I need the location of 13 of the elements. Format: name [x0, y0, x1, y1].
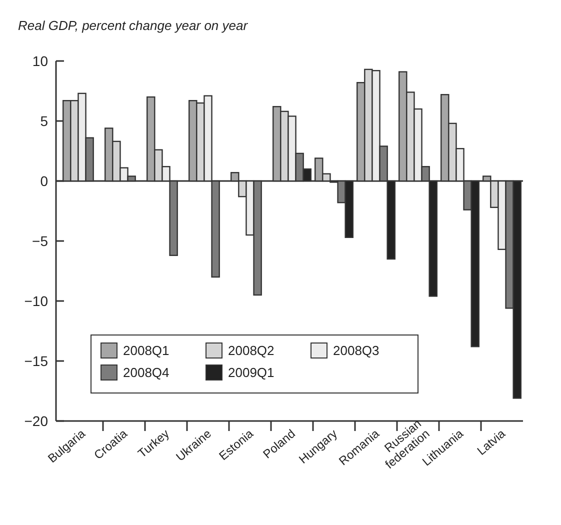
legend-label: 2008Q1	[123, 343, 170, 358]
y-tick-label: −20	[24, 413, 48, 429]
legend-label: 2008Q4	[123, 365, 170, 380]
y-tick-label: 10	[32, 53, 48, 69]
y-tick-label: −15	[24, 353, 48, 369]
chart-title: Real GDP, percent change year on year	[18, 18, 248, 33]
legend-label: 2008Q2	[228, 343, 274, 358]
y-tick-label: 5	[40, 113, 48, 129]
legend-label: 2008Q3	[333, 343, 380, 358]
legend-label: 2009Q1	[228, 365, 274, 380]
y-tick-label: −10	[24, 293, 48, 309]
y-tick-label: 0	[40, 173, 48, 189]
y-tick-label: −5	[32, 233, 48, 249]
